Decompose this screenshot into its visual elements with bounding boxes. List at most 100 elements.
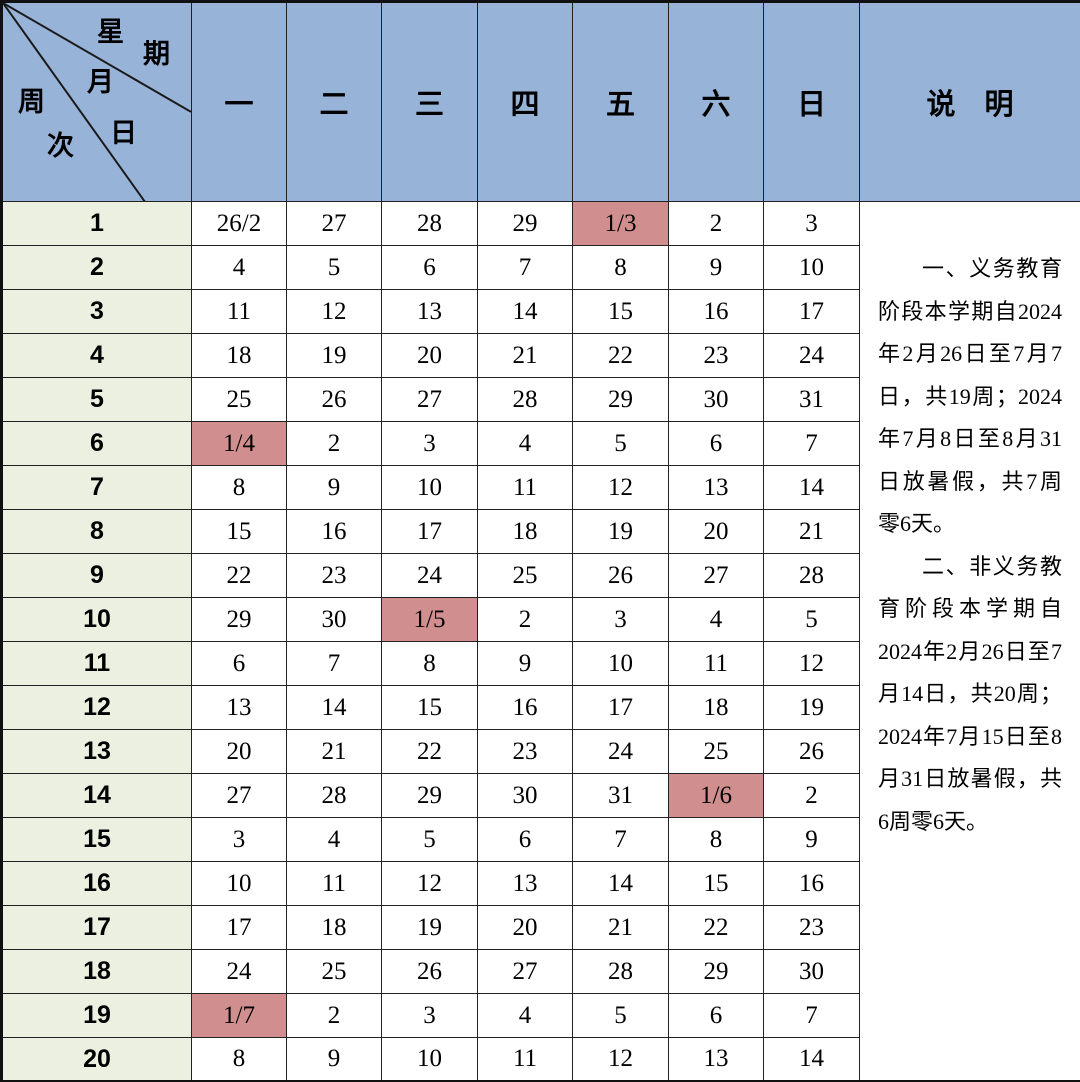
day-cell: 23 — [763, 905, 860, 950]
day-cell: 30 — [477, 773, 573, 818]
day-cell: 9 — [477, 641, 573, 686]
corner-label-weekday-1: 星 — [97, 17, 124, 47]
week-row: 12 13 14 15 16 17 18 19 — [1, 685, 1080, 730]
day-cell: 2 — [286, 421, 382, 466]
day-cell: 27 — [381, 377, 478, 422]
weekday-header-sat: 六 — [668, 1, 764, 202]
day-cell: 29 — [477, 201, 573, 246]
day-cell: 29 — [191, 597, 287, 642]
day-cell: 5 — [572, 421, 669, 466]
day-cell: 11 — [191, 289, 287, 334]
day-cell: 25 — [668, 729, 764, 774]
week-row: 10 29 30 1/5 2 3 4 5 — [1, 597, 1080, 642]
day-cell: 4 — [477, 993, 573, 1038]
day-cell: 6 — [477, 817, 573, 862]
day-cell: 2 — [668, 201, 764, 246]
day-cell: 8 — [191, 1037, 287, 1082]
calendar-body: 1 26/2 27 28 29 1/3 2 3 一、义务教育阶段本学期自2024年2月26日至7… — [1, 201, 1080, 1082]
day-cell: 19 — [381, 905, 478, 950]
day-cell: 13 — [668, 1037, 764, 1082]
week-number-cell: 13 — [1, 729, 192, 774]
month-start-day-cell: 1/3 — [572, 201, 669, 246]
day-cell: 3 — [381, 421, 478, 466]
day-cell: 16 — [477, 685, 573, 730]
day-cell: 10 — [763, 245, 860, 290]
day-cell: 28 — [763, 553, 860, 598]
day-cell: 2 — [477, 597, 573, 642]
week-number-cell: 7 — [1, 465, 192, 510]
day-cell: 24 — [572, 729, 669, 774]
day-cell: 3 — [763, 201, 860, 246]
week-row: 9 22 23 24 25 26 27 28 — [1, 553, 1080, 598]
day-cell: 4 — [286, 817, 382, 862]
day-cell: 16 — [286, 509, 382, 554]
day-cell: 20 — [668, 509, 764, 554]
day-cell: 5 — [286, 245, 382, 290]
day-cell: 24 — [191, 949, 287, 994]
day-cell: 12 — [286, 289, 382, 334]
week-number-cell: 1 — [1, 201, 192, 246]
week-number-cell: 6 — [1, 421, 192, 466]
day-cell: 20 — [191, 729, 287, 774]
day-cell: 16 — [763, 861, 860, 906]
day-cell: 11 — [668, 641, 764, 686]
day-cell: 13 — [191, 685, 287, 730]
day-cell: 23 — [668, 333, 764, 378]
day-cell: 2 — [286, 993, 382, 1038]
day-cell: 20 — [477, 905, 573, 950]
week-number-cell: 9 — [1, 553, 192, 598]
day-cell: 6 — [668, 421, 764, 466]
week-number-cell: 5 — [1, 377, 192, 422]
corner-label-month: 月 — [87, 67, 114, 97]
notes-paragraph: 二、非义务教育阶段本学期自2024年2月26日至7月14日，共20周；2024年… — [878, 553, 1062, 834]
week-row: 19 1/7 2 3 4 5 6 7 — [1, 993, 1080, 1038]
day-cell: 29 — [572, 377, 669, 422]
day-cell: 4 — [668, 597, 764, 642]
day-cell: 3 — [381, 993, 478, 1038]
day-cell: 10 — [572, 641, 669, 686]
day-cell: 26 — [381, 949, 478, 994]
week-number-cell: 15 — [1, 817, 192, 862]
day-cell: 6 — [668, 993, 764, 1038]
day-cell: 28 — [381, 201, 478, 246]
day-cell: 12 — [572, 1037, 669, 1082]
corner-label-weekday-2: 期 — [143, 39, 170, 69]
week-row: 13 20 21 22 23 24 25 26 — [1, 729, 1080, 774]
weekday-header-sun: 日 — [763, 1, 860, 202]
day-cell: 7 — [286, 641, 382, 686]
week-row: 11 6 7 8 9 10 11 12 — [1, 641, 1080, 686]
week-row: 17 17 18 19 20 21 22 23 — [1, 905, 1080, 950]
week-number-cell: 16 — [1, 861, 192, 906]
week-number-cell: 2 — [1, 245, 192, 290]
day-cell: 2 — [763, 773, 860, 818]
month-start-day-cell: 1/7 — [191, 993, 287, 1038]
week-number-cell: 3 — [1, 289, 192, 334]
day-cell: 11 — [477, 465, 573, 510]
week-row: 14 27 28 29 30 31 1/6 2 — [1, 773, 1080, 818]
corner-label-week-1: 周 — [18, 87, 45, 117]
day-cell: 4 — [191, 245, 287, 290]
day-cell: 13 — [381, 289, 478, 334]
week-row: 1 26/2 27 28 29 1/3 2 3 一、义务教育阶段本学期自2024年2月26日至7… — [1, 201, 1080, 1082]
day-cell: 22 — [381, 729, 478, 774]
week-row: 7 8 9 10 11 12 13 14 — [1, 465, 1080, 510]
day-cell: 26/2 — [191, 201, 287, 246]
day-cell: 19 — [763, 685, 860, 730]
day-cell: 23 — [477, 729, 573, 774]
week-number-cell: 10 — [1, 597, 192, 642]
month-start-day-cell: 1/5 — [381, 597, 478, 642]
day-cell: 9 — [286, 1037, 382, 1082]
day-cell: 21 — [477, 333, 573, 378]
day-cell: 12 — [763, 641, 860, 686]
day-cell: 24 — [763, 333, 860, 378]
day-cell: 7 — [572, 817, 669, 862]
day-cell: 25 — [191, 377, 287, 422]
day-cell: 31 — [763, 377, 860, 422]
day-cell: 23 — [286, 553, 382, 598]
day-cell: 16 — [668, 289, 764, 334]
day-cell: 7 — [763, 421, 860, 466]
week-row: 4 18 19 20 21 22 23 24 — [1, 333, 1080, 378]
day-cell: 17 — [381, 509, 478, 554]
day-cell: 18 — [286, 905, 382, 950]
